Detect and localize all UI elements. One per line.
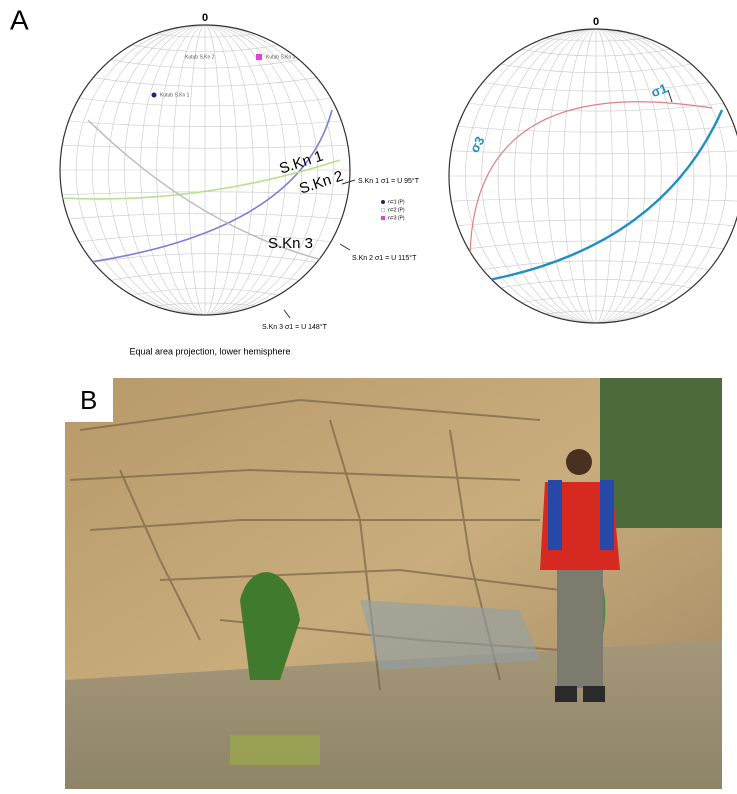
caption: Equal area projection, lower hemisphere bbox=[129, 346, 290, 356]
plane-trace bbox=[87, 119, 331, 263]
grid-line bbox=[518, 295, 674, 304]
plane-trace bbox=[61, 159, 341, 200]
sigma-symbol: σ3 bbox=[467, 134, 488, 155]
grid-line bbox=[449, 197, 737, 202]
grid-line bbox=[462, 102, 730, 112]
plane-label: S.Kn 1 bbox=[277, 147, 325, 177]
grid-line bbox=[496, 279, 696, 289]
grid-line bbox=[73, 97, 337, 107]
panel-label: A bbox=[10, 4, 29, 35]
grid-line bbox=[450, 125, 737, 133]
legend-label: n=1 (P) bbox=[388, 199, 405, 205]
arrow bbox=[341, 179, 356, 185]
plane-trace bbox=[89, 109, 333, 263]
grid-line bbox=[128, 288, 282, 296]
sigma-symbol: σ1 bbox=[649, 80, 669, 100]
label-box bbox=[65, 378, 113, 422]
grid-line bbox=[496, 63, 696, 73]
grid-line bbox=[543, 310, 649, 315]
sigma-label: S.Kn 1 σ1 = U 95°T bbox=[358, 177, 420, 185]
pole-label: Kutub S.Kn 2 bbox=[185, 54, 215, 60]
legend-label: n=3 (P) bbox=[388, 215, 405, 221]
north-label: 0 bbox=[202, 12, 208, 24]
plane-trace bbox=[477, 109, 724, 284]
grid-line bbox=[61, 120, 349, 127]
grid-line bbox=[128, 44, 282, 52]
legend-marker bbox=[381, 216, 385, 220]
grid-line bbox=[88, 253, 322, 264]
sigma-label: S.Kn 3 σ1 = U 148°T bbox=[262, 323, 328, 331]
grid-line bbox=[73, 233, 337, 243]
stereonet-grid bbox=[449, 29, 737, 323]
grid-line bbox=[450, 219, 737, 227]
plane-label: S.Kn 3 bbox=[268, 235, 313, 252]
grid-line bbox=[61, 213, 349, 220]
grid-line bbox=[462, 240, 730, 250]
grid-line bbox=[107, 58, 303, 69]
panel-label: B bbox=[80, 385, 97, 415]
grid-line bbox=[477, 260, 715, 271]
arrow bbox=[667, 89, 673, 103]
arrow bbox=[339, 243, 351, 251]
pole-point bbox=[256, 54, 262, 60]
legend-marker bbox=[380, 207, 386, 213]
stereonet-grid bbox=[60, 25, 350, 315]
grid-line bbox=[60, 144, 350, 149]
north-label: 0 bbox=[593, 16, 599, 28]
grid-line bbox=[477, 81, 715, 92]
net-outline bbox=[448, 28, 737, 324]
arrow bbox=[283, 309, 291, 319]
grid-line bbox=[152, 302, 258, 307]
grid-line bbox=[543, 37, 649, 42]
net-outline bbox=[59, 24, 351, 316]
grid-line bbox=[449, 150, 737, 155]
pole-point bbox=[151, 92, 157, 98]
pole-label: Kutub S.Kn 1 bbox=[160, 92, 190, 98]
grid-line bbox=[518, 48, 674, 57]
sigma-label: S.Kn 2 σ1 = U 115°T bbox=[352, 254, 417, 262]
legend-marker bbox=[381, 200, 385, 204]
outcrop-photo bbox=[65, 378, 722, 789]
grid-line bbox=[152, 33, 258, 38]
pole-label: Kutub S.Kn 3 bbox=[266, 54, 296, 60]
plane-label: S.Kn 2 bbox=[297, 167, 345, 197]
legend-label: n=2 (P) bbox=[388, 207, 405, 213]
grid-line bbox=[107, 271, 303, 282]
grid-line bbox=[88, 76, 322, 87]
plane-trace bbox=[469, 101, 713, 263]
